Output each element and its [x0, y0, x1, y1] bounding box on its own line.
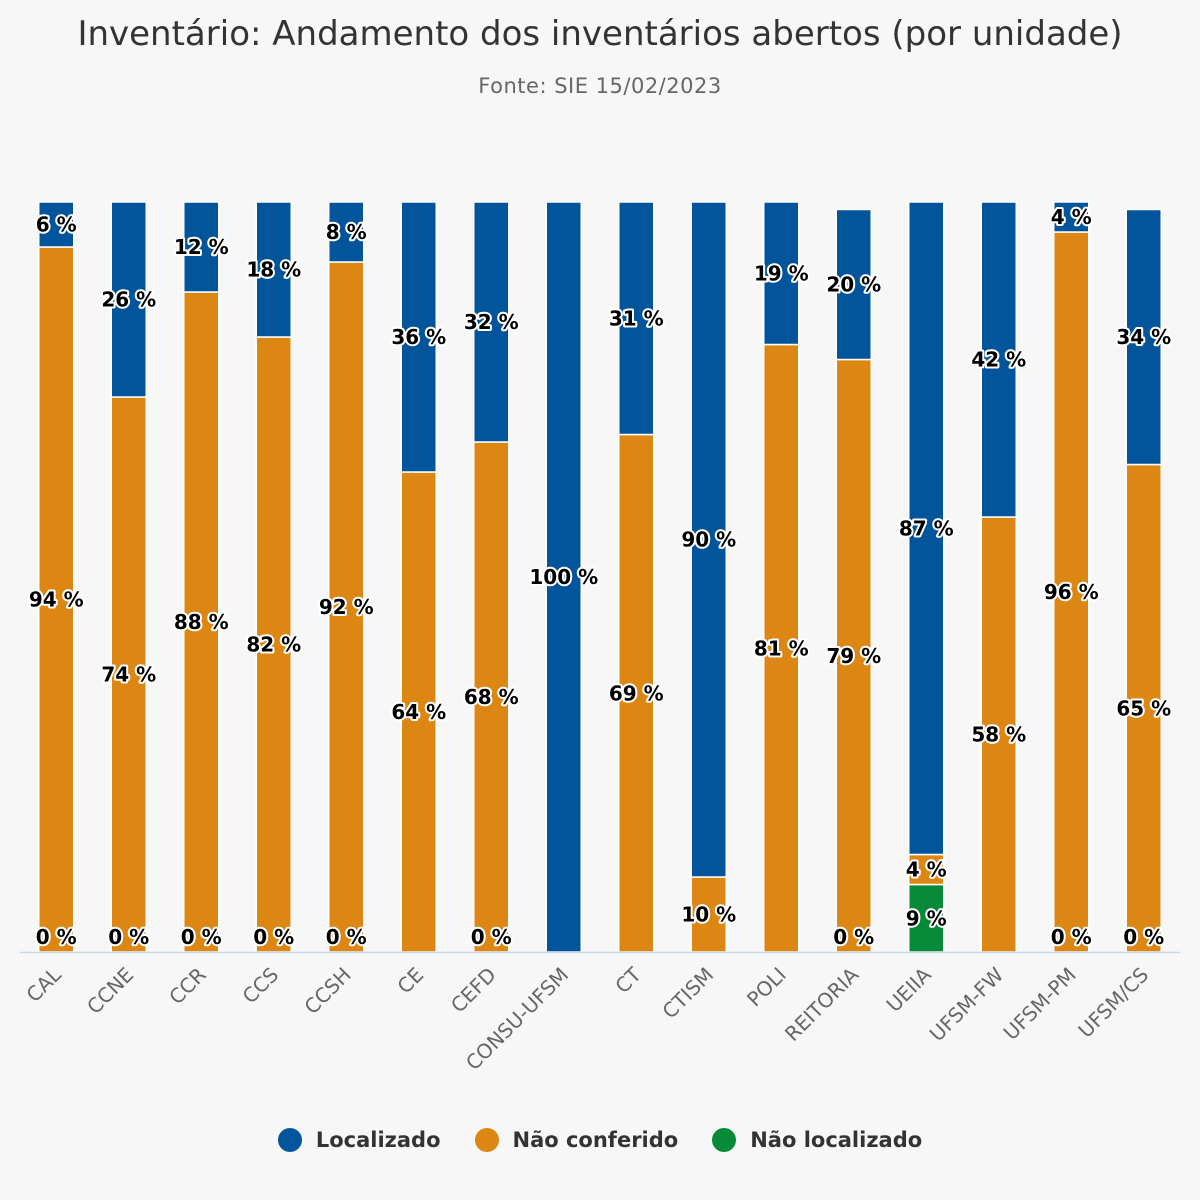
data-label-n-o-conferido-ccs: 82 % [246, 633, 301, 657]
bar-n-o-conferido-ueiia[interactable] [908, 853, 945, 886]
x-tick-label-poli: POLI [742, 963, 791, 1012]
data-label-n-o-localizado-cal: 0 % [36, 925, 77, 949]
bar-n-o-conferido-cefd[interactable] [473, 441, 510, 953]
bar-n-o-conferido-reitoria[interactable] [835, 358, 872, 953]
bar-n-o-conferido-poli[interactable] [763, 343, 800, 953]
data-label-n-o-conferido-ctism: 10 % [681, 903, 736, 927]
legend-item-nao-conferido[interactable]: Não conferido [474, 1128, 679, 1152]
bar-localizado-reitoria[interactable] [835, 208, 872, 361]
data-label-n-o-conferido-cefd: 68 % [464, 685, 519, 709]
x-tick-label-reitoria: REITORIA [780, 962, 864, 1046]
bar-localizado-ufsm-pm[interactable] [1053, 201, 1090, 233]
data-label-n-o-conferido-ufsm-cs: 65 % [1116, 696, 1171, 720]
data-label-n-o-conferido-ufsm-fw: 58 % [971, 723, 1026, 747]
data-label-n-o-localizado-ccs: 0 % [253, 925, 294, 949]
data-label-n-o-conferido-ccr: 88 % [174, 610, 229, 634]
data-label-n-o-conferido-ccsh: 92 % [319, 595, 374, 619]
bar-n-o-conferido-ccs[interactable] [255, 336, 292, 953]
data-label-localizado-ufsm-cs: 34 % [1116, 325, 1171, 349]
data-label-localizado-ueiia: 87 % [899, 516, 954, 540]
data-label-n-o-localizado-ccne: 0 % [108, 925, 149, 949]
bar-localizado-ufsm-fw[interactable] [980, 201, 1017, 518]
bar-localizado-poli[interactable] [763, 201, 800, 346]
bar-localizado-ccr[interactable] [183, 201, 220, 293]
x-tick-label-ct: CT [610, 962, 646, 998]
bar-localizado-ueiia[interactable] [908, 201, 945, 856]
data-label-n-o-conferido-ct: 69 % [609, 681, 664, 705]
bar-n-o-conferido-ct[interactable] [618, 433, 655, 953]
data-label-localizado-ce: 36 % [391, 325, 446, 349]
chart-subtitle: Fonte: SIE 15/02/2023 [478, 74, 722, 98]
bar-n-o-conferido-ccne[interactable] [110, 396, 147, 953]
data-label-n-o-localizado-ufsm-cs: 0 % [1123, 925, 1164, 949]
bar-localizado-ccs[interactable] [255, 201, 292, 338]
x-tick-label-ccne: CCNE [82, 963, 138, 1019]
data-label-localizado-ccs: 18 % [246, 258, 301, 282]
bar-n-o-conferido-ce[interactable] [400, 471, 437, 953]
legend-item-nao-localizado[interactable]: Não localizado [712, 1128, 922, 1152]
data-label-n-o-localizado-reitoria: 0 % [833, 925, 874, 949]
legend-marker-icon [712, 1128, 737, 1152]
x-tick-label-ueiia: UEIIA [882, 962, 936, 1016]
data-label-n-o-localizado-ueiia: 9 % [906, 906, 947, 930]
data-label-n-o-localizado-ccr: 0 % [181, 925, 222, 949]
legend-label: Não localizado [750, 1128, 923, 1152]
bar-localizado-cefd[interactable] [473, 201, 510, 443]
bar-localizado-cal[interactable] [38, 201, 75, 248]
data-label-n-o-conferido-ce: 64 % [391, 700, 446, 724]
legend-item-localizado[interactable]: Localizado [277, 1128, 441, 1152]
data-label-n-o-localizado-cefd: 0 % [471, 925, 512, 949]
x-tick-label-cefd: CEFD [446, 963, 501, 1018]
x-tick-label-ccr: CCR [164, 962, 211, 1009]
x-tick-label-ufsm-fw: UFSM-FW [925, 962, 1009, 1046]
data-label-n-o-conferido-reitoria: 79 % [826, 644, 881, 668]
bar-localizado-consu-ufsm[interactable] [545, 201, 582, 953]
data-label-localizado-cefd: 32 % [464, 310, 519, 334]
bar-n-o-conferido-ccr[interactable] [183, 291, 220, 953]
legend-label: Localizado [315, 1128, 441, 1152]
bar-localizado-ccsh[interactable] [328, 201, 365, 263]
x-tick-label-ufsm-cs: UFSM/CS [1073, 963, 1153, 1043]
bar-localizado-ccne[interactable] [110, 201, 147, 398]
bar-localizado-ufsm-cs[interactable] [1125, 208, 1162, 466]
data-label-localizado-poli: 19 % [754, 261, 809, 285]
data-label-localizado-consu-ufsm: 100 % [529, 565, 598, 589]
data-label-localizado-ctism: 90 % [681, 528, 736, 552]
data-label-localizado-ccne: 26 % [101, 288, 156, 312]
data-label-localizado-ct: 31 % [609, 306, 664, 330]
chart-title: Inventário: Andamento dos inventários ab… [77, 14, 1123, 54]
x-tick-label-cal: CAL [21, 962, 66, 1007]
data-label-n-o-conferido-cal: 94 % [29, 588, 84, 612]
data-label-localizado-ccsh: 8 % [326, 220, 367, 244]
legend: Localizado Não conferido Não localizado [0, 1128, 1200, 1152]
x-tick-label-ce: CE [392, 963, 428, 999]
bar-localizado-ctism[interactable] [690, 201, 727, 878]
data-label-n-o-conferido-ufsm-pm: 96 % [1044, 580, 1099, 604]
x-tick-label-ccs: CCS [238, 963, 284, 1009]
legend-label: Não conferido [512, 1128, 679, 1152]
legend-marker-icon [277, 1128, 302, 1152]
bar-n-o-conferido-ufsm-cs[interactable] [1125, 463, 1162, 953]
data-label-n-o-localizado-ufsm-pm: 0 % [1051, 925, 1092, 949]
data-label-n-o-conferido-poli: 81 % [754, 636, 809, 660]
x-tick-label-ccsh: CCSH [299, 963, 355, 1019]
data-label-localizado-reitoria: 20 % [826, 273, 881, 297]
legend-marker-icon [474, 1128, 499, 1152]
data-labels-layer: 0 % 94 % 6 % 0 % 74 % 26 % 0 % 88 % 12 % 0 % 82 % 1… [27, 203, 1173, 951]
data-label-localizado-ufsm-pm: 4 % [1051, 205, 1092, 229]
bars-layer [38, 201, 1162, 953]
data-label-localizado-ufsm-fw: 42 % [971, 348, 1026, 372]
data-label-localizado-cal: 6 % [36, 213, 77, 237]
x-tick-label-ufsm-pm: UFSM-PM [999, 963, 1081, 1045]
data-label-localizado-ccr: 12 % [174, 235, 229, 259]
bar-localizado-ct[interactable] [618, 201, 655, 436]
data-label-n-o-localizado-ccsh: 0 % [326, 925, 367, 949]
bar-localizado-ce[interactable] [400, 201, 437, 473]
data-label-n-o-conferido-ccne: 74 % [101, 663, 156, 687]
data-label-n-o-conferido-ueiia: 4 % [906, 858, 947, 882]
x-tick-label-ctism: CTISM [657, 963, 718, 1024]
